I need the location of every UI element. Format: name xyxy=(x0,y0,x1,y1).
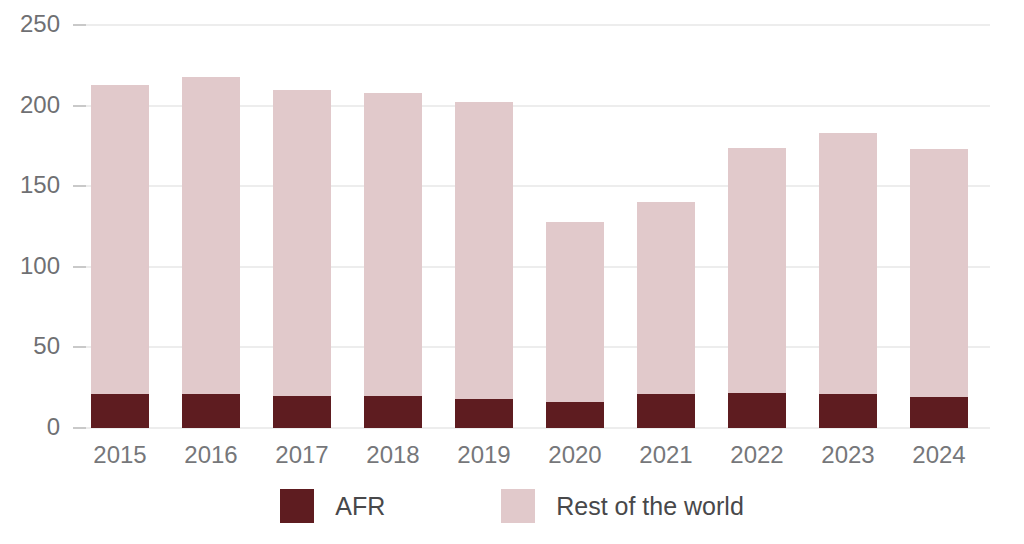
bar-segment-afr xyxy=(455,399,513,428)
bar-segment-afr xyxy=(910,397,968,428)
legend-item-afr: AFR xyxy=(280,489,385,523)
bar-segment-afr xyxy=(364,396,422,428)
bar-segment-rest-of-world xyxy=(182,77,240,395)
bar-group-2015 xyxy=(91,85,149,428)
bar-group-2019 xyxy=(455,102,513,428)
gridline xyxy=(73,24,990,26)
bar-segment-rest-of-world xyxy=(819,133,877,394)
y-tick-label: 100 xyxy=(20,252,60,280)
bar-segment-rest-of-world xyxy=(637,202,695,394)
y-axis-tick xyxy=(73,24,86,26)
bar-segment-afr xyxy=(273,396,331,428)
x-tick-label: 2021 xyxy=(639,441,692,469)
stacked-bar-chart-figure: 250 200 150 100 50 0 2015 2016 2017 2018 2019 2020… xyxy=(0,0,1024,544)
bar-segment-rest-of-world xyxy=(910,149,968,397)
x-tick-label: 2023 xyxy=(821,441,874,469)
x-tick-label: 2017 xyxy=(275,441,328,469)
x-tick-label: 2024 xyxy=(912,441,965,469)
bar-segment-afr xyxy=(546,402,604,428)
bar-group-2017 xyxy=(273,90,331,429)
bar-group-2024 xyxy=(910,149,968,428)
bar-group-2023 xyxy=(819,133,877,428)
bar-group-2022 xyxy=(728,148,786,428)
legend-item-rest-of-world: Rest of the world xyxy=(501,489,744,523)
y-axis-tick xyxy=(73,266,86,268)
y-axis-tick xyxy=(73,185,86,187)
y-tick-label: 0 xyxy=(47,413,60,441)
bar-segment-rest-of-world xyxy=(546,222,604,403)
plot-area xyxy=(73,25,990,428)
bar-segment-afr xyxy=(91,394,149,428)
bar-segment-rest-of-world xyxy=(455,102,513,399)
legend-label-rest-of-world: Rest of the world xyxy=(556,492,744,521)
y-axis-tick xyxy=(73,427,86,429)
bar-group-2018 xyxy=(364,93,422,428)
x-tick-label: 2020 xyxy=(548,441,601,469)
y-axis: 250200150100500 xyxy=(0,25,60,428)
bar-group-2020 xyxy=(546,222,604,428)
y-tick-label: 150 xyxy=(20,172,60,200)
afr-color-swatch xyxy=(280,489,314,523)
rest-of-world-color-swatch xyxy=(501,489,535,523)
bar-segment-afr xyxy=(637,394,695,428)
y-axis-tick xyxy=(73,105,86,107)
bar-group-2021 xyxy=(637,202,695,428)
legend-label-afr: AFR xyxy=(335,492,385,521)
y-tick-label: 250 xyxy=(20,10,60,38)
bar-segment-rest-of-world xyxy=(273,90,331,396)
x-tick-label: 2022 xyxy=(730,441,783,469)
bar-group-2016 xyxy=(182,77,240,428)
bar-segment-rest-of-world xyxy=(728,148,786,393)
x-tick-label: 2018 xyxy=(366,441,419,469)
legend: AFR Rest of the world xyxy=(0,489,1024,523)
y-tick-label: 50 xyxy=(33,333,60,361)
x-tick-label: 2016 xyxy=(184,441,237,469)
bar-segment-afr xyxy=(728,393,786,428)
bar-segment-afr xyxy=(182,394,240,428)
bar-segment-afr xyxy=(819,394,877,428)
y-tick-label: 200 xyxy=(20,91,60,119)
y-axis-tick xyxy=(73,346,86,348)
x-tick-label: 2015 xyxy=(93,441,146,469)
bar-segment-rest-of-world xyxy=(91,85,149,395)
x-tick-label: 2019 xyxy=(457,441,510,469)
bar-segment-rest-of-world xyxy=(364,93,422,396)
